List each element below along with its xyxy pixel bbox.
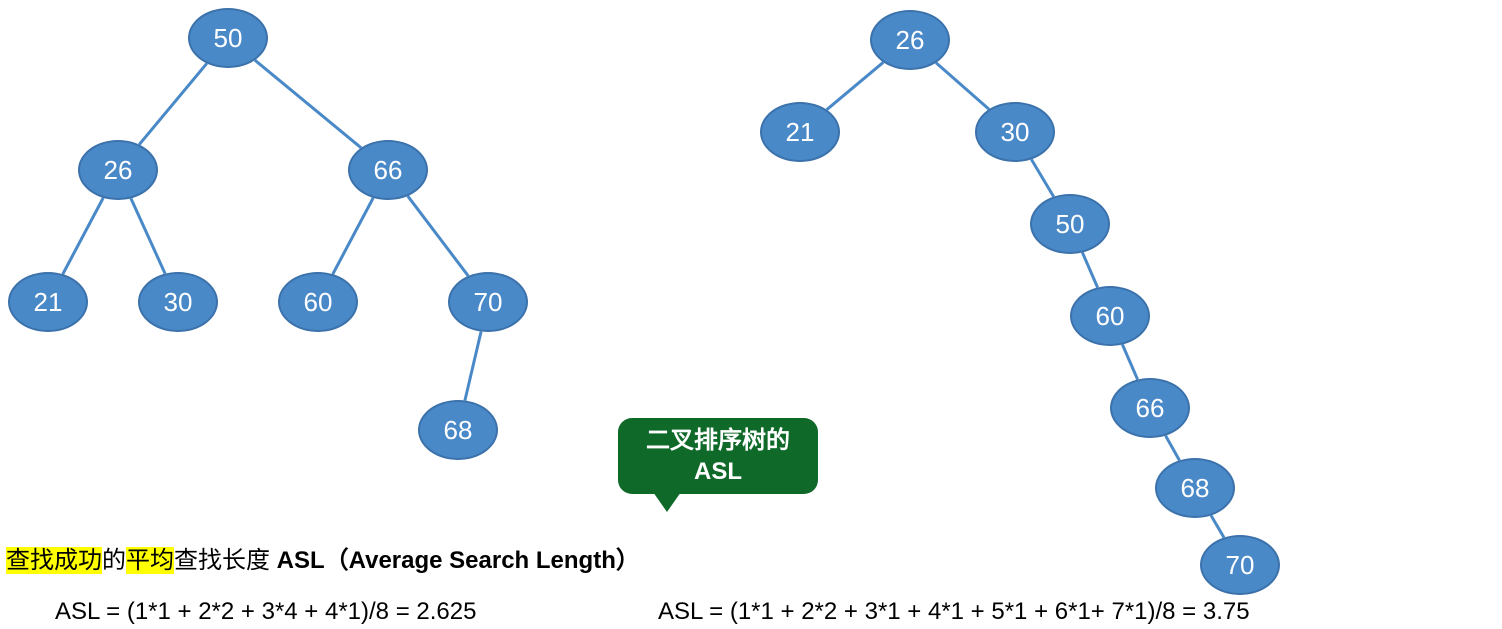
tree-node: 60 xyxy=(278,272,358,332)
edges-layer xyxy=(0,0,1502,629)
tree-edge xyxy=(139,63,207,144)
tree-edge xyxy=(408,196,468,276)
tree-edge xyxy=(255,60,361,148)
caption-part: 的 xyxy=(102,547,126,574)
tree-node: 30 xyxy=(138,272,218,332)
tree-node: 26 xyxy=(870,10,950,70)
formula-right: ASL = (1*1 + 2*2 + 3*1 + 4*1 + 5*1 + 6*1… xyxy=(658,598,1250,626)
tree-node: 50 xyxy=(188,8,268,68)
tree-node: 66 xyxy=(1110,378,1190,438)
tree-edge xyxy=(827,62,884,109)
callout-line2: ASL xyxy=(646,456,790,487)
formula-left: ASL = (1*1 + 2*2 + 3*4 + 4*1)/8 = 2.625 xyxy=(55,598,476,626)
tree-edge xyxy=(1031,159,1053,196)
tree-edge xyxy=(131,198,165,273)
tree-node: 26 xyxy=(78,140,158,200)
tree-node: 66 xyxy=(348,140,428,200)
tree-node: 50 xyxy=(1030,194,1110,254)
tree-edge xyxy=(1082,253,1097,288)
tree-node: 68 xyxy=(418,400,498,460)
callout-bubble: 二叉排序树的 ASL xyxy=(618,418,818,494)
tree-edge xyxy=(1166,436,1180,461)
tree-node: 70 xyxy=(448,272,528,332)
tree-edge xyxy=(333,198,373,274)
caption-text: 查找成功的平均查找长度 ASL（Average Search Length） xyxy=(6,540,640,575)
tree-node: 68 xyxy=(1155,458,1235,518)
callout-line1: 二叉排序树的 xyxy=(646,425,790,456)
tree-edge xyxy=(1211,515,1224,537)
tree-edge xyxy=(465,332,481,401)
tree-node: 21 xyxy=(8,272,88,332)
tree-node: 60 xyxy=(1070,286,1150,346)
tree-node: 70 xyxy=(1200,535,1280,595)
caption-part: ASL（Average Search Length） xyxy=(277,547,640,574)
tree-edge xyxy=(1122,345,1137,380)
caption-part: 查找成功 xyxy=(6,547,102,574)
caption-part: 查找长度 xyxy=(174,547,277,574)
tree-edge xyxy=(63,198,103,274)
tree-edge xyxy=(936,63,989,109)
caption-part: 平均 xyxy=(126,547,174,574)
tree-node: 21 xyxy=(760,102,840,162)
tree-node: 30 xyxy=(975,102,1055,162)
